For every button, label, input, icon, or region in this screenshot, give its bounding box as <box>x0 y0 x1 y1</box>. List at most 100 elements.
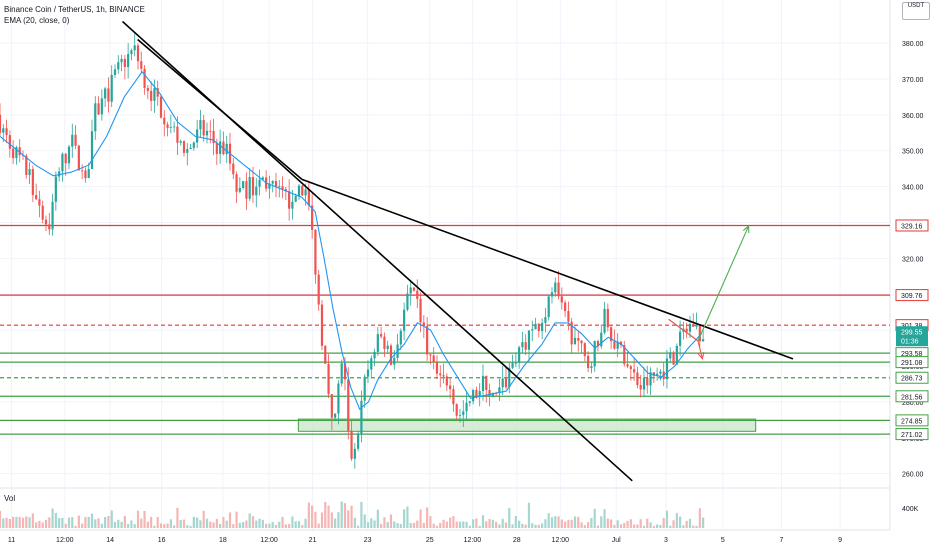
candle-body-91 <box>297 185 301 197</box>
candle-body-187 <box>613 341 616 349</box>
volume-bar-79 <box>258 518 261 528</box>
volume-bar-131 <box>429 516 432 528</box>
volume-bar-125 <box>409 523 412 528</box>
x-tick-label: 12:00 <box>56 537 74 544</box>
candle-body-29 <box>94 103 97 132</box>
candle-body-196 <box>642 377 646 390</box>
volume-bar-116 <box>380 523 383 528</box>
volume-bar-185 <box>606 518 609 528</box>
candle-body-44 <box>143 68 146 88</box>
volume-bar-161 <box>527 502 531 528</box>
volume-bar-153 <box>501 518 504 528</box>
volume-bar-159 <box>521 523 524 528</box>
candle-body-100 <box>327 363 330 395</box>
trendlines[interactable] <box>122 20 794 482</box>
volume-bar-160 <box>524 524 527 528</box>
volume-bar-108 <box>353 517 356 528</box>
currency-label: USDT <box>907 3 925 9</box>
volume-bar-137 <box>449 517 452 528</box>
symbol-title[interactable]: Binance Coin / TetherUS, 1h, BINANCE <box>4 5 145 14</box>
support-zone-layer <box>297 418 757 432</box>
candle-body-9 <box>28 169 31 175</box>
candle-body-171 <box>560 296 563 303</box>
candle-body-161 <box>527 330 531 350</box>
volume-bar-63 <box>205 518 209 528</box>
volume-bar-11 <box>35 522 38 528</box>
candle-body-41 <box>133 45 136 51</box>
candle-body-84 <box>274 181 278 188</box>
candle-body-133 <box>435 362 439 374</box>
candle-body-119 <box>389 345 393 365</box>
volume-bar-8 <box>25 516 28 528</box>
candle-body-17 <box>54 176 57 202</box>
candle-body-213 <box>698 324 701 342</box>
projections[interactable] <box>668 224 750 361</box>
candle-body-88 <box>288 191 291 209</box>
candle-body-117 <box>383 336 386 349</box>
candle-body-134 <box>439 373 442 376</box>
volume-bar-9 <box>28 517 31 528</box>
time-axis[interactable]: 11 12:00 14 16 18 12:00 21 23 25 12:00 28 12:00 Jul 3… <box>8 537 842 544</box>
level-label-box <box>895 219 929 232</box>
x-tick-label: 18 <box>219 537 227 544</box>
currency-box[interactable]: USDT <box>902 2 930 20</box>
candle-body-62 <box>202 120 205 136</box>
candle-body-75 <box>245 181 248 199</box>
candle-body-141 <box>462 411 465 416</box>
candle-body-154 <box>504 378 508 388</box>
volume-bar-44 <box>143 510 146 528</box>
volume-bar-192 <box>629 519 632 528</box>
volume-label[interactable]: Vol <box>4 494 16 503</box>
price-axis[interactable]: 260.00270.00280.00290.00300.00310.00320.… <box>891 0 932 550</box>
candle-body-65 <box>212 130 215 144</box>
volume-bar-31 <box>100 523 103 528</box>
volume-bar-189 <box>619 524 623 528</box>
candle-body-79 <box>258 179 261 187</box>
volume-bar-176 <box>577 516 580 528</box>
ema-line <box>0 70 702 410</box>
volume-bar-6 <box>18 516 21 528</box>
candle-body-87 <box>284 189 287 192</box>
candle-body-178 <box>583 343 586 356</box>
candle-body-72 <box>235 174 238 192</box>
x-tick-label: 9 <box>838 537 842 544</box>
candle-body-33 <box>107 88 110 102</box>
volume-bar-135 <box>442 519 445 528</box>
volume-bar-128 <box>419 509 422 528</box>
volume-bar-85 <box>278 521 281 528</box>
candle-body-24 <box>77 145 80 171</box>
candle-body-3 <box>8 135 11 149</box>
y-tick-label: 370.00 <box>902 77 924 84</box>
candle-body-56 <box>182 141 186 153</box>
ema-legend[interactable]: EMA (20, close, 0) <box>4 16 70 25</box>
candle-body-19 <box>61 153 64 172</box>
volume-bar-180 <box>590 517 593 528</box>
x-tick-label: 12:00 <box>464 537 482 544</box>
volume-bar-68 <box>222 516 225 528</box>
candle-body-76 <box>248 177 251 199</box>
volume-bar-115 <box>376 509 379 528</box>
level-label-box <box>895 414 929 427</box>
volume-bar-5 <box>15 516 18 528</box>
candle-body-8 <box>25 155 28 175</box>
candle-body-194 <box>636 372 639 385</box>
candle-body-4 <box>12 148 15 159</box>
volume-bar-19 <box>61 517 64 528</box>
candle-body-106 <box>347 379 350 431</box>
candle-body-128 <box>419 298 422 323</box>
level-label-293.58: 293.58 <box>901 351 923 358</box>
volume-bar-77 <box>251 516 255 528</box>
candle-body-197 <box>646 377 649 386</box>
volume-bar-132 <box>432 523 435 528</box>
volume-bar-20 <box>64 523 67 528</box>
volume-bar-42 <box>136 510 140 528</box>
candle-body-124 <box>406 293 409 310</box>
volume-bar-57 <box>186 525 189 528</box>
candle-body-21 <box>67 146 71 164</box>
horizontal-levels <box>0 224 890 435</box>
volume-bar-41 <box>133 524 136 528</box>
candle-body-162 <box>531 329 534 331</box>
candle-body-143 <box>468 401 471 403</box>
